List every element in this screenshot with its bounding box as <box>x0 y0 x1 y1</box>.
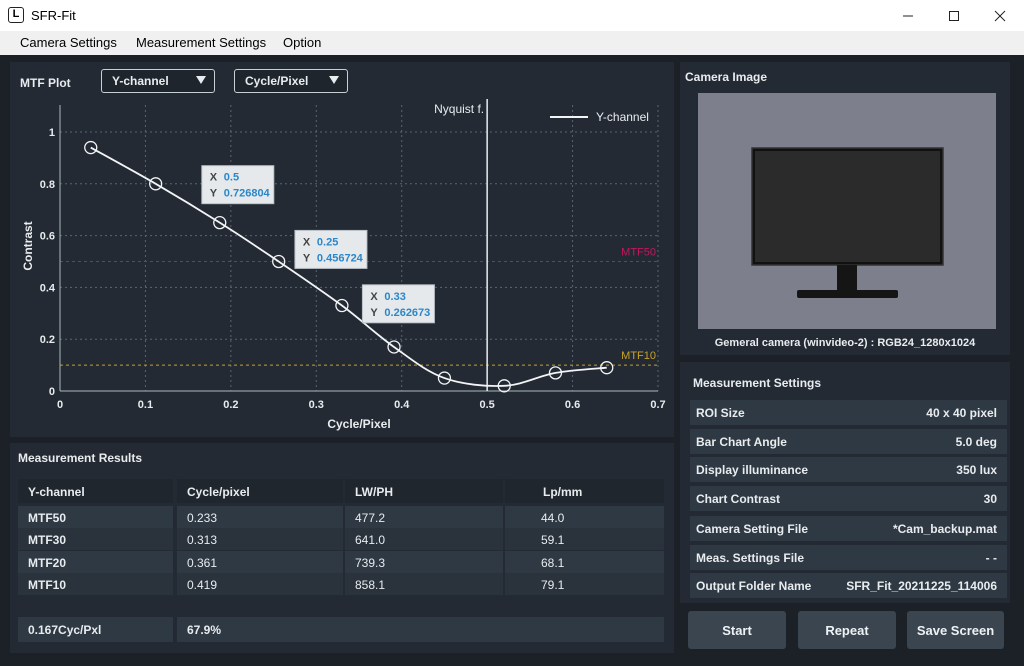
results-title: Measurement Results <box>18 451 143 465</box>
settings-row-value: - - <box>985 551 997 565</box>
settings-row: Camera Setting File *Cam_backup.mat <box>690 516 1007 541</box>
settings-row-label: Display illuminance <box>696 463 809 477</box>
dropdown-arrow-icon <box>196 76 206 84</box>
table-cell: 68.1 <box>505 551 664 573</box>
maximize-icon <box>949 10 959 21</box>
table-cell: 858.1 <box>345 573 503 595</box>
settings-row-label: Bar Chart Angle <box>696 435 787 449</box>
settings-row: Display illuminance 350 lux <box>690 457 1007 482</box>
camera-preview <box>698 93 996 329</box>
title-bar: L SFR-Fit <box>0 0 1024 31</box>
channel-dropdown[interactable]: Y-channel <box>101 69 215 93</box>
minimize-icon <box>903 15 913 16</box>
close-button[interactable] <box>977 0 1023 31</box>
unit-dropdown[interactable]: Cycle/Pixel <box>234 69 348 93</box>
table-cell: 44.0 <box>505 506 664 528</box>
close-icon <box>994 10 1006 21</box>
table-cell: 79.1 <box>505 573 664 595</box>
camera-caption: Gemeral camera (winvideo-2) : RGB24_1280… <box>714 337 976 349</box>
settings-row-value: 5.0 deg <box>955 435 997 449</box>
table-header-cell: LW/PH <box>345 479 503 503</box>
settings-title: Measurement Settings <box>693 376 822 390</box>
settings-row-value: *Cam_backup.mat <box>892 522 997 536</box>
window-title: SFR-Fit <box>31 8 76 23</box>
save-screen-button[interactable]: Save Screen <box>907 611 1004 649</box>
table-row-label: MTF20 <box>18 551 173 573</box>
settings-row-label: Camera Setting File <box>696 522 809 536</box>
summary-value: 67.9% <box>177 617 664 642</box>
menu-bar: Camera Settings Measurement Settings Opt… <box>0 31 1024 55</box>
table-cell: 739.3 <box>345 551 503 573</box>
settings-row: Chart Contrast 30 <box>690 486 1007 511</box>
menu-option[interactable]: Option <box>283 35 322 50</box>
menu-measurement-settings[interactable]: Measurement Settings <box>136 35 267 50</box>
table-header-cell: Lp/mm <box>505 479 664 503</box>
table-row-label: MTF10 <box>18 573 173 595</box>
app-logo-icon: L <box>8 7 24 23</box>
unit-dropdown-value: Cycle/Pixel <box>245 74 309 88</box>
settings-row: ROI Size 40 x 40 pixel <box>690 400 1007 425</box>
maximize-button[interactable] <box>931 0 977 31</box>
table-cell: 0.361 <box>177 551 343 573</box>
monitor-image <box>751 147 944 298</box>
settings-row-label: Output Folder Name <box>696 579 812 593</box>
dropdown-arrow-icon <box>329 76 339 84</box>
start-button[interactable]: Start <box>688 611 786 649</box>
settings-row: Bar Chart Angle 5.0 deg <box>690 429 1007 454</box>
table-row-label: MTF30 <box>18 528 173 550</box>
settings-row-value: 40 x 40 pixel <box>926 406 997 420</box>
mtf-plot-title: MTF Plot <box>20 76 71 90</box>
repeat-button[interactable]: Repeat <box>798 611 896 649</box>
table-cell: 0.233 <box>177 506 343 528</box>
settings-row-label: Meas. Settings File <box>696 551 805 565</box>
menu-camera-settings[interactable]: Camera Settings <box>20 35 117 50</box>
mtf-plot-panel: MTF Plot Y-channel Cycle/Pixel <box>10 62 674 437</box>
settings-row-label: Chart Contrast <box>696 492 781 506</box>
table-cell: 0.313 <box>177 528 343 550</box>
settings-row-value: SFR_Fit_20211225_114006 <box>846 579 997 593</box>
camera-image-title: Camera Image <box>685 70 768 84</box>
settings-row-value: 350 lux <box>956 463 997 477</box>
table-header-cell: Y-channel <box>18 479 173 503</box>
table-cell: 0.419 <box>177 573 343 595</box>
settings-row-label: ROI Size <box>696 406 745 420</box>
table-row-label: MTF50 <box>18 506 173 528</box>
summary-label: 0.167Cyc/Pxl <box>18 617 173 642</box>
settings-row-value: 30 <box>983 492 997 506</box>
table-cell: 477.2 <box>345 506 503 528</box>
table-header-cell: Cycle/pixel <box>177 479 343 503</box>
settings-row: Output Folder Name SFR_Fit_20211225_11400… <box>690 573 1007 598</box>
minimize-button[interactable] <box>885 0 931 31</box>
table-cell: 641.0 <box>345 528 503 550</box>
channel-dropdown-value: Y-channel <box>112 74 169 88</box>
settings-row: Meas. Settings File - - <box>690 545 1007 570</box>
camera-image-panel: Camera Image Gemeral camera (winvideo-2)… <box>680 62 1010 355</box>
table-cell: 59.1 <box>505 528 664 550</box>
